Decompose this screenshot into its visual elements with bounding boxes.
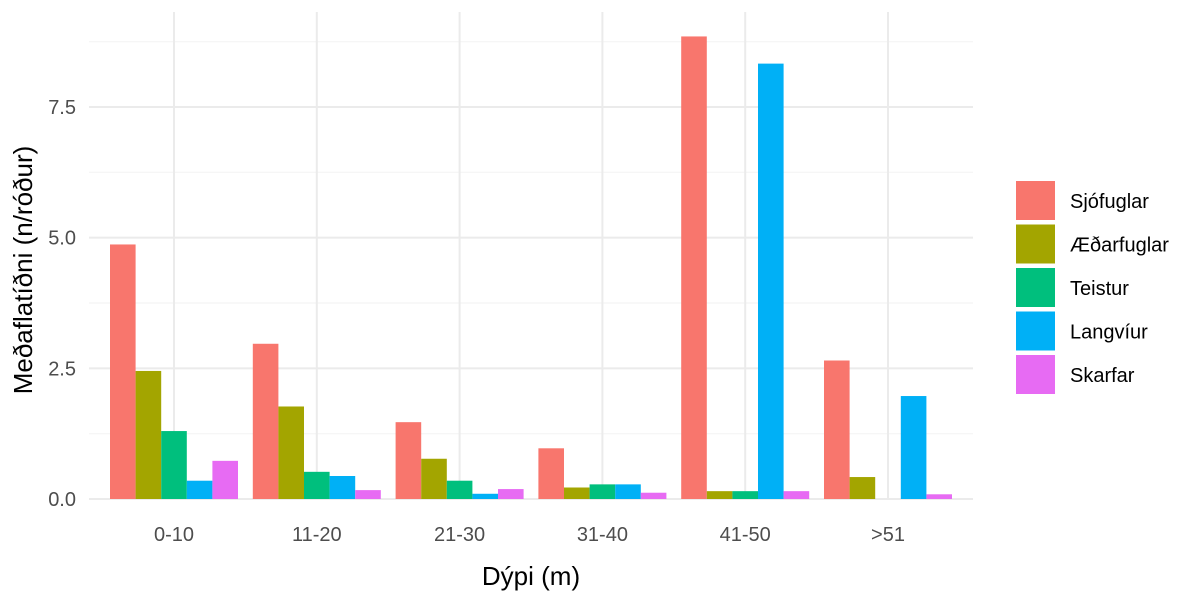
bars (110, 36, 952, 500)
bar-æðarfuglar-11-20 (278, 406, 304, 499)
x-tick-label: 0-10 (154, 524, 194, 546)
bar-skarfar-31-40 (640, 492, 667, 499)
bar-skarfar-11-20 (355, 490, 381, 499)
x-axis-title: Dýpi (m) (482, 561, 580, 591)
bar-æðarfuglar->51 (849, 477, 876, 499)
y-tick-label: 0.0 (48, 489, 76, 511)
bar-teistur-41-50 (732, 491, 758, 499)
bar-sjófuglar-41-50 (681, 36, 707, 499)
bar-sjófuglar->51 (824, 360, 850, 499)
legend-key (1016, 355, 1055, 394)
bar-æðarfuglar-21-30 (421, 458, 447, 499)
bar-sjófuglar-31-40 (538, 448, 564, 499)
y-tick-label: 5.0 (48, 228, 76, 250)
bar-sjófuglar-0-10 (110, 244, 136, 499)
y-tick-label: 7.5 (48, 97, 76, 119)
bar-skarfar-21-30 (498, 489, 524, 499)
bar-langvíur-21-30 (472, 493, 498, 499)
x-tick-label: 31-40 (577, 524, 628, 546)
y-axis-title: Meðaflatíðni (n/róður) (8, 146, 38, 395)
bar-skarfar->51 (926, 494, 952, 499)
bar-langvíur-31-40 (615, 484, 641, 499)
legend-key (1016, 181, 1055, 220)
bar-sjófuglar-21-30 (395, 422, 422, 499)
y-axis-ticks: 0.0 2.5 5.0 7.5 (48, 97, 76, 511)
x-axis-ticks: 0-10 11-20 21-30 31-40 41-50 >51 (154, 524, 905, 546)
x-tick-label: 41-50 (720, 524, 771, 546)
bar-æðarfuglar-41-50 (706, 491, 733, 499)
legend: Sjófuglar Æðarfuglar Teistur Langvíur Skarfa… (1016, 181, 1169, 394)
x-tick-label: 11-20 (292, 524, 342, 546)
bar-langvíur-0-10 (186, 480, 213, 499)
legend-label: Æðarfuglar (1070, 235, 1169, 257)
grid (89, 12, 973, 500)
bar-æðarfuglar-31-40 (564, 487, 590, 499)
bar-teistur-21-30 (446, 480, 473, 499)
bar-langvíur->51 (900, 396, 927, 499)
legend-key (1016, 268, 1055, 307)
legend-label: Langvíur (1070, 322, 1148, 344)
legend-label: Skarfar (1070, 365, 1135, 387)
legend-label: Sjófuglar (1070, 191, 1149, 213)
legend-label: Teistur (1070, 278, 1129, 300)
bar-skarfar-41-50 (783, 491, 810, 499)
bar-langvíur-41-50 (758, 63, 784, 500)
legend-key (1016, 224, 1055, 264)
bar-sjófuglar-11-20 (252, 343, 279, 499)
x-tick-label: 21-30 (434, 524, 485, 546)
y-tick-label: 2.5 (48, 358, 76, 380)
bar-æðarfuglar-0-10 (135, 370, 162, 499)
bar-teistur-11-20 (304, 471, 330, 499)
legend-key (1016, 311, 1055, 351)
bar-teistur-31-40 (589, 484, 616, 499)
bar-langvíur-11-20 (329, 476, 356, 499)
bar-teistur-0-10 (161, 431, 187, 499)
x-tick-label: >51 (871, 524, 905, 546)
bar-skarfar-0-10 (212, 460, 238, 499)
